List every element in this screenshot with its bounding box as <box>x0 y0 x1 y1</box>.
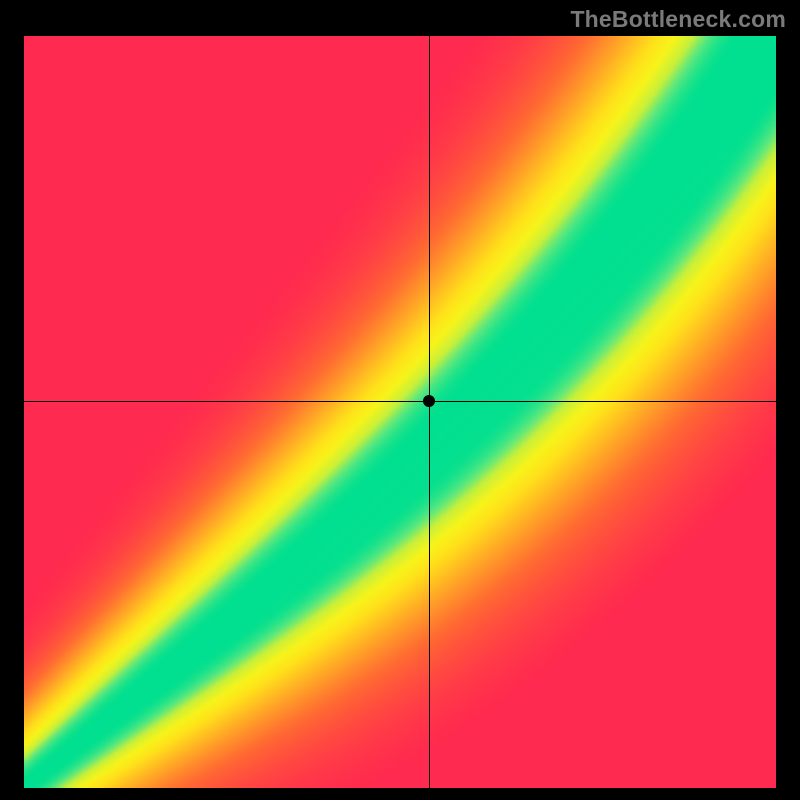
crosshair-vertical <box>429 36 430 788</box>
plot-area <box>24 36 776 788</box>
crosshair-horizontal <box>24 401 776 402</box>
watermark-text: TheBottleneck.com <box>570 6 786 33</box>
heatmap-canvas <box>24 36 776 788</box>
marker-dot <box>423 395 435 407</box>
chart-container: TheBottleneck.com <box>0 0 800 800</box>
